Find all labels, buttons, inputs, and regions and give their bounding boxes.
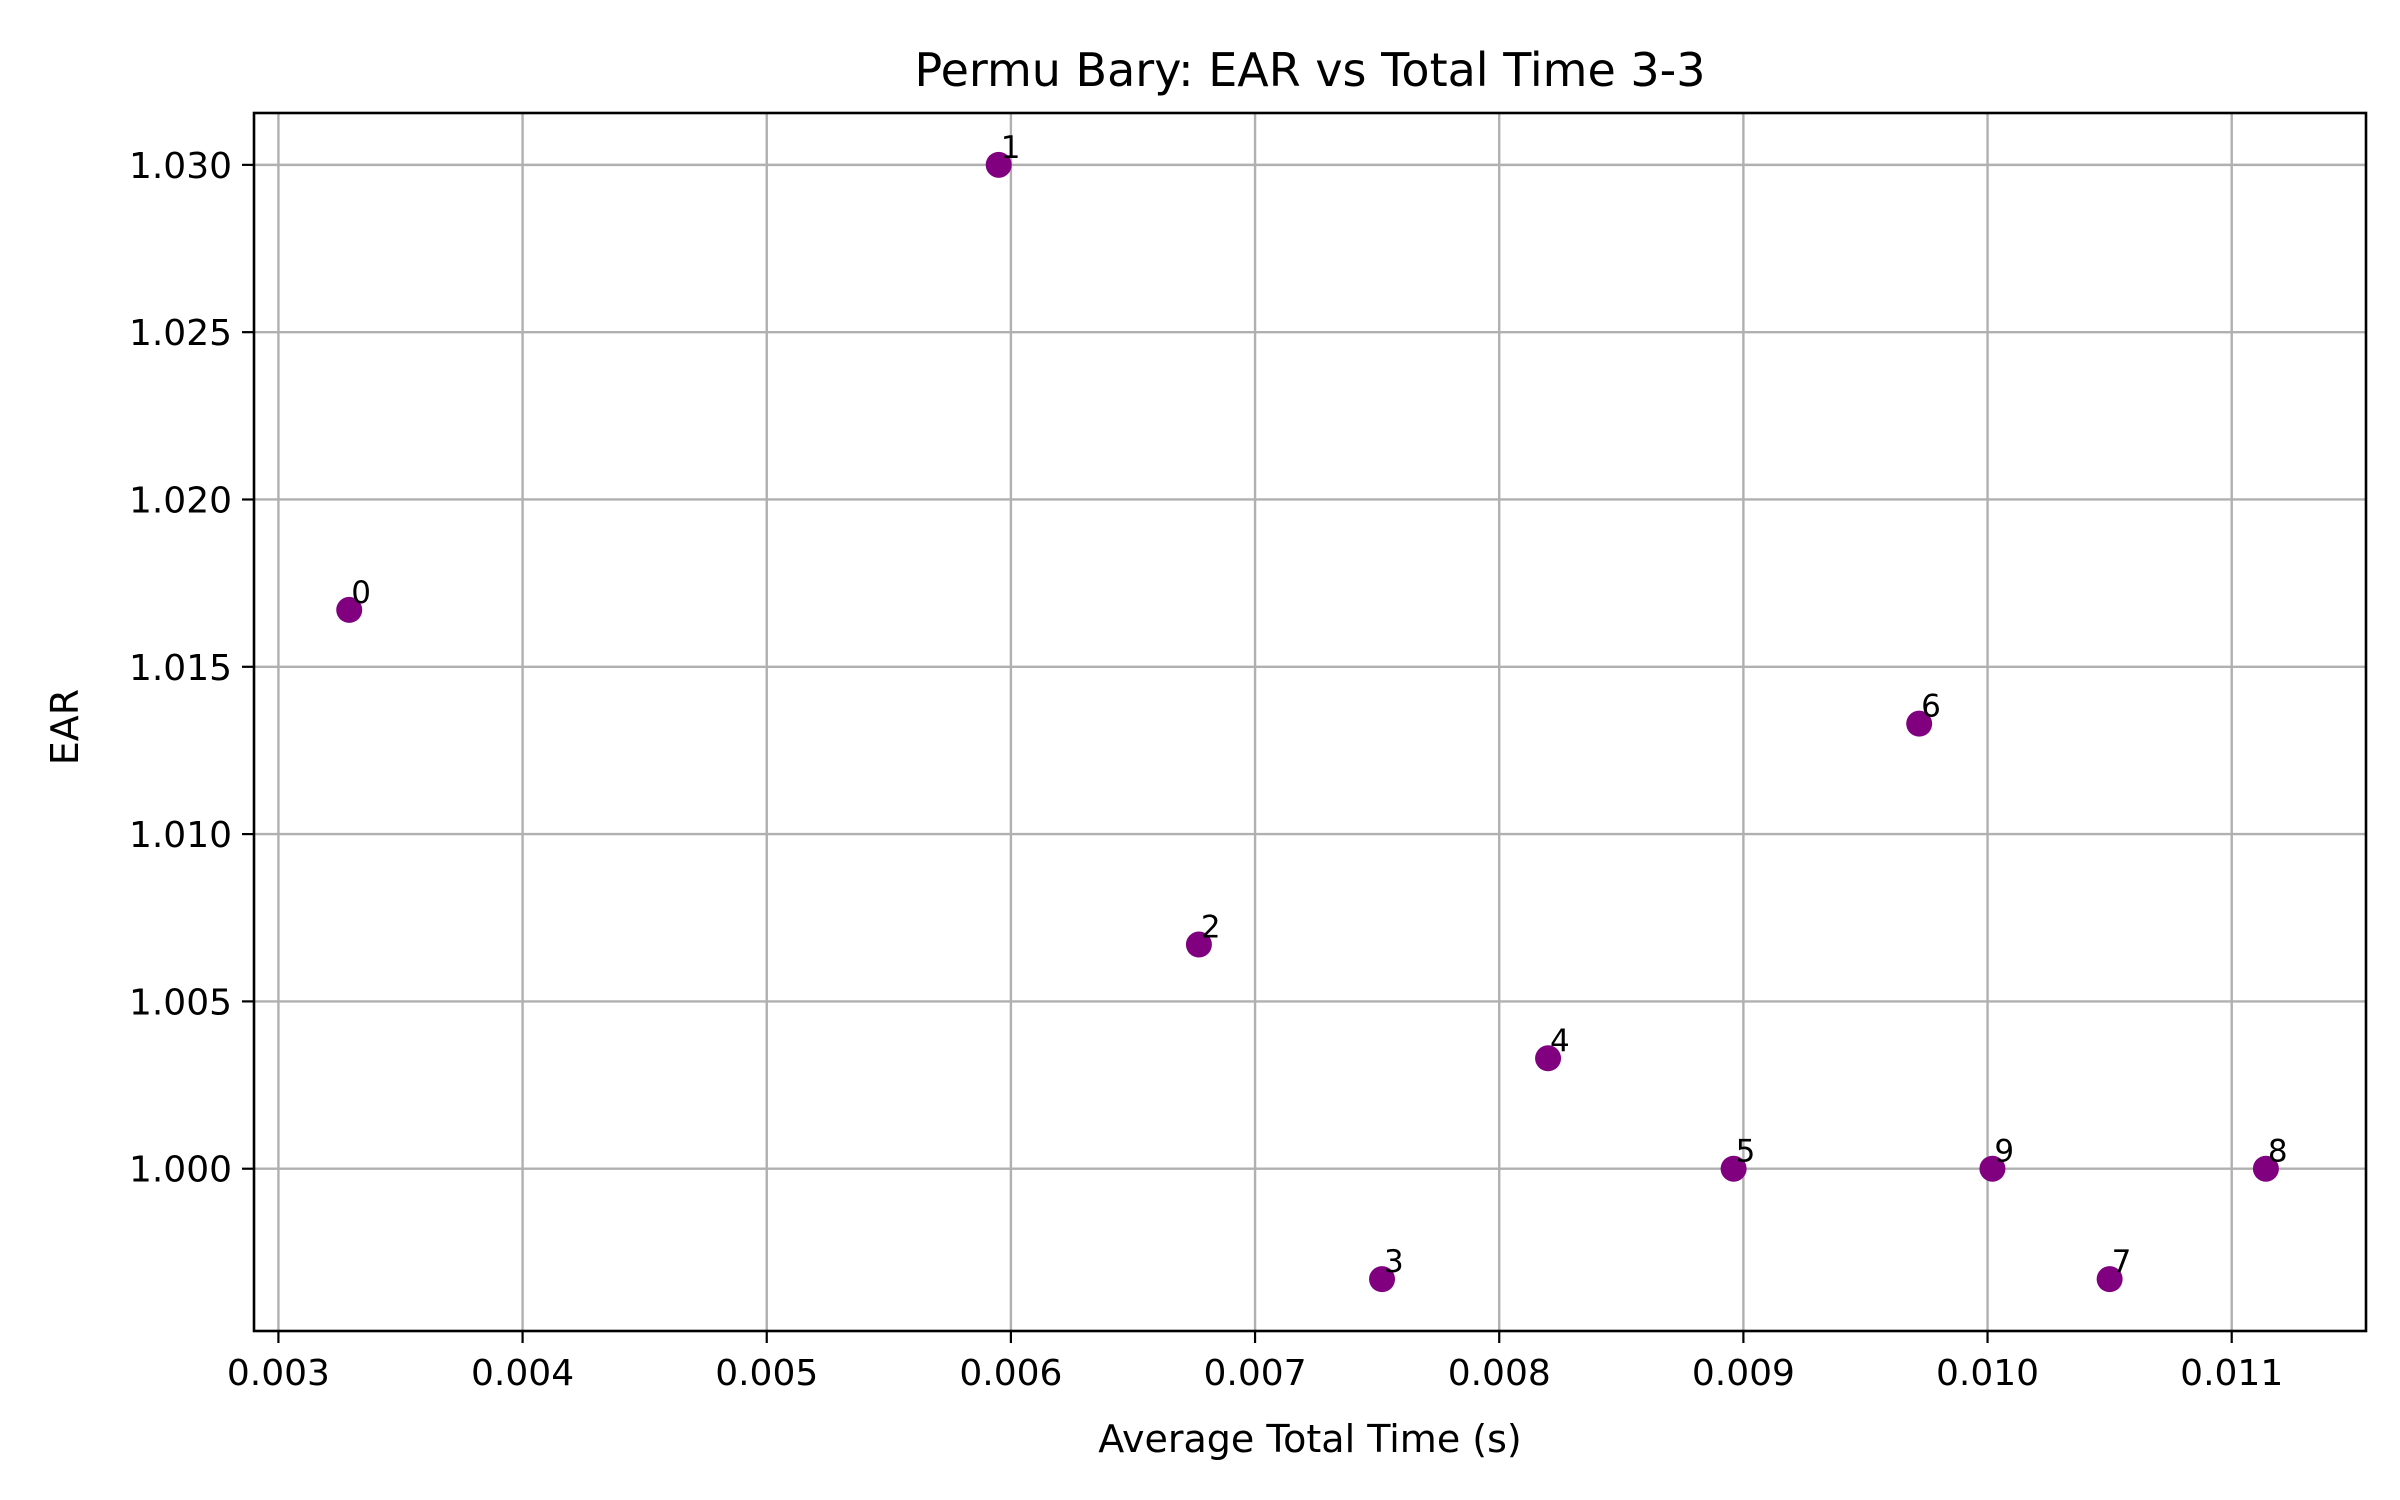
- y-tick-label: 1.010: [129, 815, 232, 856]
- y-tick-label: 1.015: [129, 648, 232, 689]
- x-tick-label: 0.005: [715, 1353, 818, 1394]
- data-point: [2096, 1266, 2123, 1293]
- point-label: 3: [1384, 1244, 1404, 1280]
- x-tick-label: 0.010: [1936, 1353, 2039, 1394]
- data-point: [336, 596, 363, 623]
- x-tick-label: 0.004: [471, 1353, 574, 1394]
- chart-title: Permu Bary: EAR vs Total Time 3-3: [914, 43, 1705, 97]
- data-points: 0 1 2 3 4 5 6 7 8 9: [336, 130, 2288, 1293]
- y-tick-label: 1.030: [129, 146, 232, 187]
- axis-ticks: 0.003 0.004 0.005 0.006 0.007 0.008 0.009 0.010…: [129, 146, 2283, 1394]
- x-tick-label: 0.008: [1448, 1353, 1551, 1394]
- y-tick-label: 1.000: [129, 1150, 232, 1191]
- data-point: [2252, 1155, 2279, 1182]
- point-label: 1: [1001, 130, 1021, 166]
- x-tick-label: 0.003: [227, 1353, 330, 1394]
- point-label: 6: [1921, 689, 1941, 725]
- x-tick-label: 0.007: [1204, 1353, 1307, 1394]
- y-tick-label: 1.005: [129, 982, 232, 1023]
- data-point: [1535, 1045, 1562, 1072]
- x-tick-label: 0.009: [1692, 1353, 1795, 1394]
- y-axis-label: EAR: [43, 689, 87, 765]
- data-point: [1185, 931, 1212, 958]
- plot-frame: [252, 111, 2368, 1333]
- point-label: 9: [1994, 1134, 2014, 1170]
- data-point: [1720, 1155, 1747, 1182]
- data-point: [1369, 1266, 1396, 1293]
- point-label: 5: [1736, 1134, 1756, 1170]
- data-point: [985, 151, 1012, 178]
- y-tick-label: 1.020: [129, 480, 232, 521]
- y-tick-label: 1.025: [129, 313, 232, 354]
- x-axis-label: Average Total Time (s): [1098, 1417, 1521, 1461]
- x-tick-label: 0.011: [2180, 1353, 2283, 1394]
- data-point: [1906, 710, 1933, 737]
- data-point: [1979, 1155, 2006, 1182]
- point-label: 2: [1201, 910, 1221, 946]
- point-label: 7: [2112, 1244, 2132, 1280]
- grid-lines: [254, 113, 2366, 1331]
- point-label: 0: [351, 575, 371, 611]
- point-label: 8: [2268, 1134, 2288, 1170]
- point-label: 4: [1550, 1023, 1570, 1059]
- x-tick-label: 0.006: [959, 1353, 1062, 1394]
